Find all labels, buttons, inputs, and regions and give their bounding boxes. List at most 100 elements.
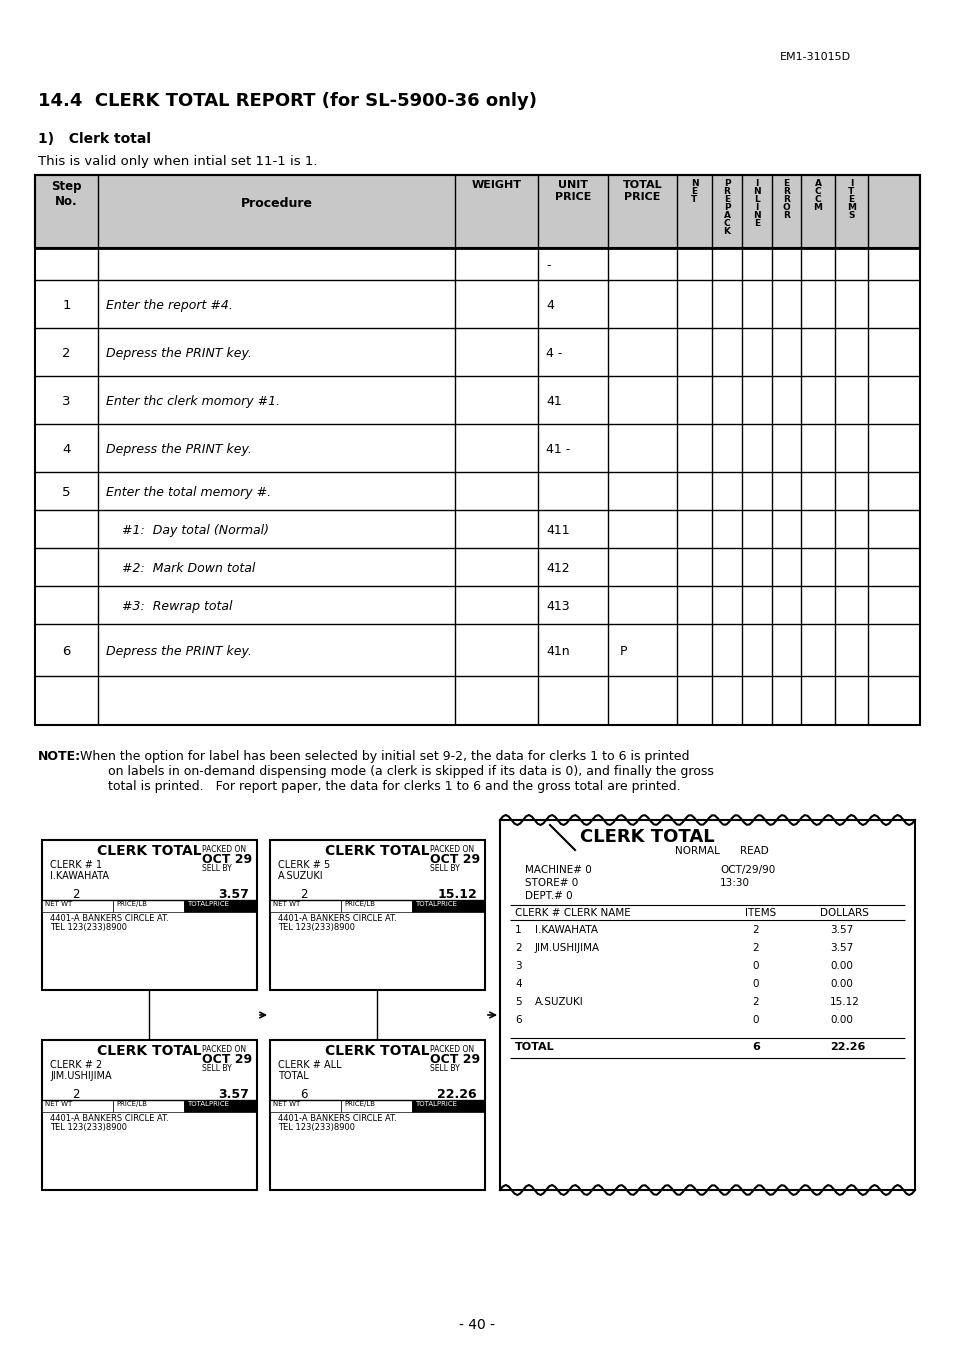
Text: TEL 123(233)8900: TEL 123(233)8900 [277, 1123, 355, 1132]
Bar [270, 841, 484, 990]
Text: 22.26: 22.26 [829, 1042, 864, 1052]
Text: 4: 4 [515, 979, 521, 989]
Text: 2: 2 [751, 943, 758, 954]
Text: 3.57: 3.57 [218, 1088, 249, 1102]
Text: TOTALPRICE: TOTALPRICE [415, 901, 456, 907]
Text: PRICE/LB: PRICE/LB [344, 1102, 375, 1107]
Text: TOTALPRICE: TOTALPRICE [415, 1102, 456, 1107]
Text: 4401-A BANKERS CIRCLE AT.: 4401-A BANKERS CIRCLE AT. [50, 915, 169, 923]
Bar [270, 1040, 484, 1190]
Text: TOTAL: TOTAL [277, 1071, 309, 1081]
Text: CLERK TOTAL: CLERK TOTAL [579, 829, 714, 846]
Text: PACKED ON: PACKED ON [202, 845, 246, 854]
Text: PRICE/LB: PRICE/LB [116, 901, 147, 907]
Text: CLERK TOTAL: CLERK TOTAL [325, 1044, 430, 1059]
Bar [412, 900, 484, 912]
Text: TEL 123(233)8900: TEL 123(233)8900 [50, 923, 127, 932]
Bar [270, 1100, 340, 1112]
Text: PACKED ON: PACKED ON [202, 1045, 246, 1054]
Text: CLERK # CLERK NAME: CLERK # CLERK NAME [515, 908, 630, 919]
Text: CLERK TOTAL: CLERK TOTAL [97, 1044, 202, 1059]
Text: 6: 6 [515, 1015, 521, 1025]
Text: CLERK TOTAL: CLERK TOTAL [97, 845, 202, 858]
Text: TOTALPRICE: TOTALPRICE [187, 1102, 229, 1107]
Text: WEIGHT: WEIGHT [471, 180, 521, 190]
Text: Procedure: Procedure [240, 196, 313, 210]
Text: A
C
C
M: A C C M [813, 179, 821, 213]
Text: P: P [619, 646, 627, 658]
Text: CLERK # 2: CLERK # 2 [50, 1060, 102, 1071]
Text: ITEMS: ITEMS [744, 908, 776, 919]
Text: UNIT
PRICE: UNIT PRICE [555, 180, 591, 202]
Text: NET WT: NET WT [273, 901, 300, 907]
Text: PACKED ON: PACKED ON [430, 845, 474, 854]
Text: 22.26: 22.26 [436, 1088, 476, 1102]
Text: STORE# 0: STORE# 0 [524, 878, 578, 888]
Bar [42, 841, 256, 990]
Text: TEL 123(233)8900: TEL 123(233)8900 [277, 923, 355, 932]
Text: -: - [545, 260, 550, 272]
Text: PACKED ON: PACKED ON [430, 1045, 474, 1054]
Text: 0: 0 [751, 979, 758, 989]
Text: 411: 411 [545, 525, 569, 537]
Text: Enter thc clerk momory #1.: Enter thc clerk momory #1. [106, 395, 280, 408]
Bar [184, 1100, 256, 1112]
Bar [42, 1100, 112, 1112]
Bar [35, 175, 919, 247]
Bar [340, 900, 412, 912]
Text: SELL BY: SELL BY [430, 863, 459, 873]
Text: 3.57: 3.57 [829, 943, 852, 954]
Text: OCT 29: OCT 29 [430, 1053, 479, 1067]
Text: Depress the PRINT key.: Depress the PRINT key. [106, 443, 252, 456]
Text: TEL 123(233)8900: TEL 123(233)8900 [50, 1123, 127, 1132]
Text: OCT 29: OCT 29 [202, 853, 252, 866]
Text: Depress the PRINT key.: Depress the PRINT key. [106, 646, 252, 658]
Text: 6: 6 [751, 1042, 760, 1052]
Text: DEPT.# 0: DEPT.# 0 [524, 890, 572, 901]
Text: 4401-A BANKERS CIRCLE AT.: 4401-A BANKERS CIRCLE AT. [50, 1114, 169, 1123]
Text: 3.57: 3.57 [829, 925, 852, 935]
Text: Depress the PRINT key.: Depress the PRINT key. [106, 347, 252, 360]
Text: I
N
L
I
N
E: I N L I N E [753, 179, 760, 227]
Text: E
R
R
O
R: E R R O R [781, 179, 789, 219]
Text: 0.00: 0.00 [829, 960, 852, 971]
Text: I
T
E
M
S: I T E M S [846, 179, 855, 219]
Text: CLERK # 1: CLERK # 1 [50, 859, 102, 870]
Bar [499, 820, 914, 1190]
Text: 4401-A BANKERS CIRCLE AT.: 4401-A BANKERS CIRCLE AT. [277, 915, 396, 923]
Text: A.SUZUKI: A.SUZUKI [535, 997, 583, 1007]
Text: 2: 2 [71, 888, 79, 901]
Bar [412, 1100, 484, 1112]
Text: TOTAL: TOTAL [515, 1042, 554, 1052]
Text: DOLLARS: DOLLARS [820, 908, 868, 919]
Text: 0: 0 [751, 1015, 758, 1025]
Text: 1: 1 [515, 925, 521, 935]
Text: 4: 4 [62, 443, 71, 456]
Text: 2: 2 [751, 997, 758, 1007]
Text: SELL BY: SELL BY [202, 1064, 232, 1073]
Text: NET WT: NET WT [45, 1102, 72, 1107]
Text: #2:  Mark Down total: #2: Mark Down total [106, 562, 255, 576]
Text: 41n: 41n [545, 646, 569, 658]
Text: CLERK # ALL: CLERK # ALL [277, 1060, 341, 1071]
Text: OCT/29/90: OCT/29/90 [720, 865, 775, 876]
Text: JIM.USHIJIMA: JIM.USHIJIMA [50, 1071, 112, 1081]
Text: 13:30: 13:30 [720, 878, 749, 888]
Text: 413: 413 [545, 600, 569, 613]
Text: 2: 2 [299, 888, 307, 901]
Text: SELL BY: SELL BY [202, 863, 232, 873]
Text: 15.12: 15.12 [829, 997, 859, 1007]
Text: OCT 29: OCT 29 [430, 853, 479, 866]
Text: 2: 2 [71, 1088, 79, 1102]
Text: I.KAWAHATA: I.KAWAHATA [50, 872, 109, 881]
Text: 15.12: 15.12 [436, 888, 476, 901]
Text: 5: 5 [515, 997, 521, 1007]
Bar [35, 175, 919, 725]
Bar [184, 900, 256, 912]
Text: - 40 -: - 40 - [458, 1318, 495, 1332]
Text: #1:  Day total (Normal): #1: Day total (Normal) [106, 525, 269, 537]
Text: CLERK TOTAL: CLERK TOTAL [325, 845, 430, 858]
Text: 3: 3 [515, 960, 521, 971]
Text: A.SUZUKI: A.SUZUKI [277, 872, 323, 881]
Text: SELL BY: SELL BY [430, 1064, 459, 1073]
